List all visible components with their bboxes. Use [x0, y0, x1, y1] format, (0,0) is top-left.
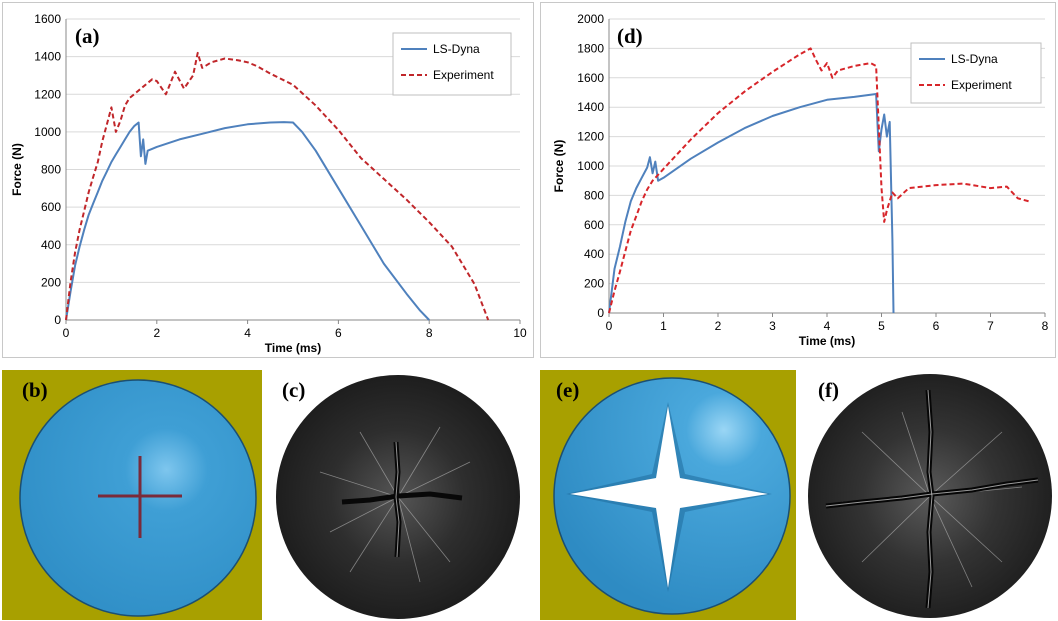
series-line-ls-dyna [608, 93, 895, 314]
x-tick-label: 7 [987, 319, 994, 333]
crack-horizontal [341, 491, 463, 505]
simulation-image-b: (b) [2, 370, 262, 620]
panel-label-e: (e) [556, 378, 580, 402]
y-tick-label: 1400 [34, 50, 61, 64]
panel-label-f: (f) [818, 378, 839, 402]
x-tick-label: 6 [335, 326, 342, 340]
x-tick-label: 4 [244, 326, 251, 340]
plate-disc [19, 379, 257, 617]
x-tick-label: 10 [513, 326, 527, 340]
chart-a-plot: 0 200 400 600 800 1000 1200 1400 1600 0 2 4 6 8 10 Time… [10, 12, 527, 355]
petal-opening [570, 406, 768, 588]
x-tick-label: 8 [1042, 319, 1049, 333]
y-tick-label: 400 [41, 238, 61, 252]
x-axis-label: Time (ms) [799, 334, 855, 348]
y-tick-label: 400 [584, 247, 604, 261]
series-line-experiment [608, 47, 1029, 314]
legend-label: Experiment [433, 68, 494, 82]
x-tick-label: 4 [824, 319, 831, 333]
series-line-experiment [65, 51, 490, 321]
y-tick-label: 1400 [577, 100, 604, 114]
x-axis-label: Time (ms) [265, 341, 321, 355]
chart-panel-a: 0 200 400 600 800 1000 1200 1400 1600 0 2 4 6 8 10 Time… [2, 2, 534, 358]
y-tick-label: 1600 [34, 12, 61, 26]
series-line-ls-dyna [65, 121, 430, 321]
legend-box [392, 32, 512, 96]
y-tick-label: 1000 [577, 159, 604, 173]
simulation-image-e: (e) [540, 370, 796, 620]
legend-box [910, 42, 1042, 104]
y-tick-label: 2000 [577, 12, 604, 26]
x-tick-label: 3 [769, 319, 776, 333]
chart-d-plot: 0 200 400 600 800 1000 1200 1400 1600 1800 2000 0 1 2… [552, 12, 1049, 348]
x-tick-label: 0 [63, 326, 70, 340]
legend-label: LS-Dyna [951, 52, 998, 66]
legend: LS-Dyna Experiment [910, 42, 1042, 104]
x-tick-label: 2 [153, 326, 160, 340]
y-tick-label: 800 [584, 188, 604, 202]
y-axis-label: Force (N) [552, 140, 566, 193]
x-tick-label: 8 [426, 326, 433, 340]
chart-panel-d: 0 200 400 600 800 1000 1200 1400 1600 1800 2000 0 1 2… [540, 2, 1056, 358]
y-tick-label: 1800 [577, 41, 604, 55]
legend: LS-Dyna Experiment [392, 32, 512, 96]
y-axis-label: Force (N) [10, 143, 24, 196]
y-tick-label: 200 [584, 277, 604, 291]
x-tick-label: 2 [715, 319, 722, 333]
y-tick-label: 600 [41, 200, 61, 214]
y-tick-label: 0 [54, 313, 61, 327]
panel-label-b: (b) [22, 378, 48, 402]
x-tick-label: 1 [660, 319, 667, 333]
legend-label: LS-Dyna [433, 42, 480, 56]
y-tick-label: 600 [584, 218, 604, 232]
x-tick-label: 5 [878, 319, 885, 333]
y-tick-label: 1200 [34, 87, 61, 101]
y-tick-label: 800 [41, 163, 61, 177]
y-tick-label: 0 [597, 306, 604, 320]
experiment-photo-f: (f) [802, 372, 1056, 620]
y-tick-label: 200 [41, 275, 61, 289]
panel-label: (a) [75, 24, 100, 48]
experiment-photo-c: (c) [270, 372, 528, 620]
panel-label-c: (c) [282, 378, 306, 402]
x-tick-label: 6 [933, 319, 940, 333]
y-tick-label: 1600 [577, 71, 604, 85]
y-tick-label: 1200 [577, 130, 604, 144]
panel-label: (d) [617, 24, 643, 48]
legend-label: Experiment [951, 78, 1012, 92]
y-tick-label: 1000 [34, 125, 61, 139]
x-tick-label: 0 [606, 319, 613, 333]
